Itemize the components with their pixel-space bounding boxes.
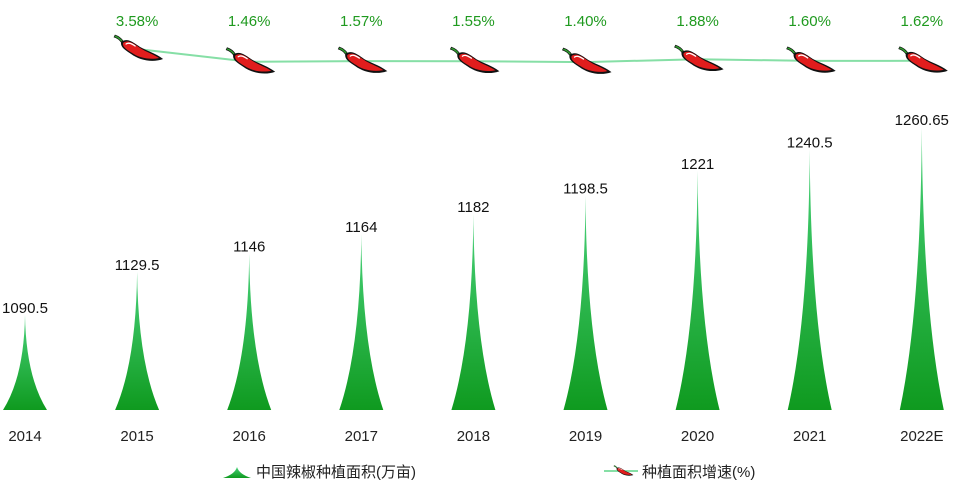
growth-value-label: 3.58% — [116, 13, 159, 30]
chili-pepper-icon — [337, 46, 388, 74]
growth-value-label: 1.55% — [452, 13, 495, 30]
bar-2020 — [675, 170, 720, 410]
growth-value-label: 1.88% — [676, 13, 719, 30]
growth-value-label: 1.40% — [564, 13, 607, 30]
bar-2018 — [451, 213, 496, 410]
bar-2014 — [3, 315, 47, 410]
bar-2022E — [899, 126, 944, 410]
x-axis-tick-labels: 2014 2015 2016 2017 2018 2019 2020 2021 2022E — [8, 428, 943, 445]
bar-value-label: 1221 — [681, 156, 714, 173]
x-tick-label: 2018 — [457, 428, 490, 445]
legend-item-bar: 中国辣椒种植面积(万亩) — [223, 463, 416, 481]
growth-line-series — [113, 34, 949, 75]
bar-value-label: 1090.5 — [2, 300, 48, 317]
bar-2021 — [787, 149, 832, 410]
bar-value-label: 1198.5 — [563, 181, 608, 198]
x-tick-label: 2015 — [120, 428, 153, 445]
bar-value-label: 1260.65 — [895, 112, 949, 129]
chili-pepper-icon — [673, 44, 725, 72]
bar-value-label: 1129.5 — [115, 257, 160, 274]
growth-value-label: 1.46% — [228, 13, 271, 30]
legend: 中国辣椒种植面积(万亩) 种植面积增速(%) — [223, 463, 755, 481]
growth-value-label: 1.60% — [788, 13, 831, 30]
chili-pepper-icon — [449, 46, 501, 74]
bar-2017 — [339, 233, 384, 410]
x-tick-label: 2022E — [900, 428, 943, 445]
bar-value-labels: 1090.5 1129.5 1146 1164 1182 1198.5 1221 1240.5… — [2, 112, 949, 317]
x-tick-label: 2019 — [569, 428, 602, 445]
legend-item-line: 种植面积增速(%) — [604, 464, 755, 481]
x-tick-label: 2014 — [8, 428, 41, 445]
bar-value-label: 1240.5 — [787, 134, 833, 151]
x-tick-label: 2016 — [233, 428, 266, 445]
bar-series — [3, 126, 944, 410]
growth-value-labels: 3.58% 1.46% 1.57% 1.55% 1.40% 1.88% 1.60% 1.62% — [116, 13, 943, 30]
bar-value-label: 1182 — [457, 199, 489, 216]
legend-label-bar: 中国辣椒种植面积(万亩) — [256, 463, 416, 481]
bar-2019 — [563, 195, 608, 410]
growth-value-label: 1.62% — [901, 13, 944, 30]
growth-line — [136, 48, 922, 64]
bar-2016 — [227, 253, 272, 410]
x-tick-label: 2021 — [793, 428, 826, 445]
x-tick-label: 2017 — [345, 428, 378, 445]
bar-value-label: 1164 — [345, 219, 377, 236]
chili-pepper-icon — [113, 34, 164, 62]
bar-2015 — [115, 271, 160, 410]
growth-value-label: 1.57% — [340, 13, 383, 30]
x-tick-label: 2020 — [681, 428, 714, 445]
legend-label-line: 种植面积增速(%) — [642, 464, 755, 481]
chili-pepper-icon — [898, 46, 949, 74]
legend-swatch-bar — [223, 467, 251, 478]
bar-value-label: 1146 — [233, 239, 265, 256]
